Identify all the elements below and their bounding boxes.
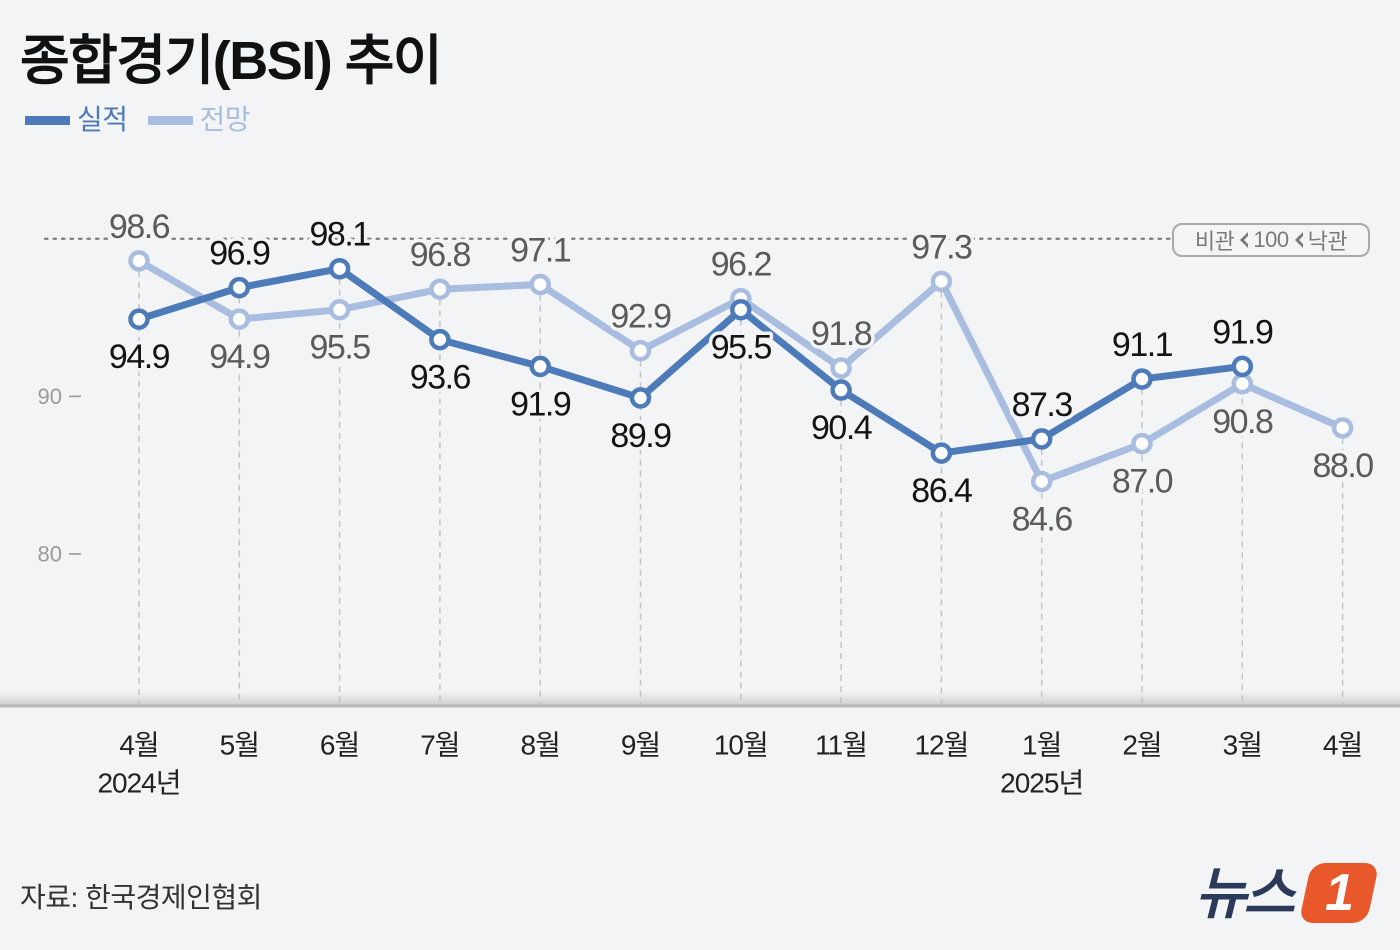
data-point-actual	[629, 387, 652, 409]
y-tick-label: 90	[38, 384, 62, 409]
data-label-actual: 89.9	[610, 417, 671, 455]
data-point-forecast	[1131, 432, 1153, 455]
x-year-label: 2024년	[97, 768, 180, 799]
data-label-forecast: 92.9	[610, 298, 671, 336]
chevron-left-icon	[1294, 232, 1303, 248]
data-point-actual	[1231, 355, 1254, 378]
x-tick-label: 6월	[320, 730, 359, 761]
data-label-forecast: 95.5	[310, 329, 371, 367]
x-tick-label: 4월	[1323, 730, 1362, 761]
reference-value: 100	[1253, 227, 1289, 252]
data-label-actual: 90.4	[811, 409, 872, 447]
news1-logo: 뉴스 1	[1195, 860, 1385, 930]
reference-left-label: 비관	[1194, 229, 1235, 254]
legend: 실적 전망	[25, 102, 270, 138]
chevron-left-icon	[1240, 232, 1249, 248]
data-point-actual	[830, 379, 852, 401]
data-point-actual	[128, 308, 150, 330]
legend-item-forecast: 전망	[147, 102, 251, 138]
x-tick-label: 8월	[521, 730, 560, 761]
reference-badge: 비관 100 낙관	[1172, 223, 1370, 257]
data-point-actual	[1131, 368, 1153, 390]
data-label-actual: 91.9	[510, 385, 571, 423]
data-label-forecast: 96.8	[410, 236, 471, 274]
data-point-forecast	[328, 298, 351, 321]
data-label-forecast: 94.9	[209, 338, 270, 376]
data-point-forecast	[529, 273, 551, 296]
data-label-forecast: 88.0	[1313, 447, 1374, 485]
x-tick-label: 11월	[815, 730, 867, 761]
x-tick-label: 1월	[1022, 730, 1061, 761]
data-label-forecast: 98.6	[109, 208, 170, 246]
reference-right-label: 낙관	[1307, 229, 1348, 254]
legend-item-actual: 실적	[25, 102, 128, 138]
data-label-forecast: 97.3	[911, 228, 972, 266]
logo-wordmark: 뉴스	[1195, 862, 1295, 925]
data-point-forecast	[1231, 373, 1254, 395]
data-point-forecast	[429, 278, 451, 300]
data-label-forecast: 87.0	[1112, 463, 1173, 501]
data-point-actual	[328, 257, 351, 280]
logo-number-badge: 1	[1298, 863, 1380, 923]
data-point-actual	[930, 442, 953, 464]
series-line-actual	[135, 265, 1246, 457]
x-year-label: 2025년	[1000, 768, 1083, 799]
x-tick-label: 5월	[220, 730, 259, 761]
x-tick-label: 3월	[1223, 730, 1262, 761]
y-tick-label: 80	[38, 541, 62, 566]
data-point-actual	[429, 328, 451, 351]
data-point-actual	[730, 298, 752, 321]
legend-swatch-actual	[25, 115, 70, 125]
logo-number: 1	[1324, 864, 1354, 922]
data-point-forecast	[629, 339, 652, 362]
data-point-actual	[228, 276, 251, 299]
legend-label-actual: 실적	[77, 104, 128, 135]
data-point-forecast	[1030, 470, 1053, 493]
data-point-forecast	[930, 270, 953, 293]
chart-floor-shade	[0, 690, 1400, 706]
data-label-forecast: 84.6	[1012, 500, 1073, 538]
page-title: 종합경기(BSI) 추이	[20, 31, 443, 91]
data-label-actual: 96.9	[209, 235, 270, 273]
data-label-actual: 95.5	[711, 329, 772, 367]
data-label-forecast: 97.1	[510, 231, 571, 269]
x-tick-label: 2월	[1122, 730, 1161, 761]
data-label-actual: 91.9	[1212, 313, 1273, 351]
data-label-actual: 93.6	[410, 359, 471, 397]
data-point-forecast	[1331, 417, 1354, 439]
data-label-forecast: 91.8	[811, 315, 872, 353]
data-label-actual: 91.1	[1112, 326, 1173, 364]
legend-label-forecast: 전망	[199, 104, 251, 135]
data-label-actual: 94.9	[109, 338, 170, 376]
data-point-forecast	[830, 357, 852, 379]
data-point-actual	[529, 355, 551, 378]
x-tick-label: 12월	[914, 730, 968, 761]
data-label-actual: 86.4	[911, 472, 972, 510]
x-tick-label: 7월	[420, 730, 459, 761]
data-label-forecast: 96.2	[711, 246, 772, 284]
source-note: 자료: 한국경제인협회	[20, 882, 262, 913]
data-label-actual: 87.3	[1012, 386, 1073, 424]
data-point-actual	[1030, 428, 1053, 450]
data-label-actual: 98.1	[310, 216, 371, 254]
legend-swatch-forecast	[147, 115, 193, 125]
data-point-forecast	[128, 250, 150, 272]
x-tick-label: 10월	[714, 730, 768, 761]
data-point-forecast	[228, 308, 251, 330]
x-tick-label: 4월	[119, 730, 158, 761]
x-tick-label: 9월	[621, 730, 660, 761]
data-label-forecast: 90.8	[1212, 403, 1273, 441]
